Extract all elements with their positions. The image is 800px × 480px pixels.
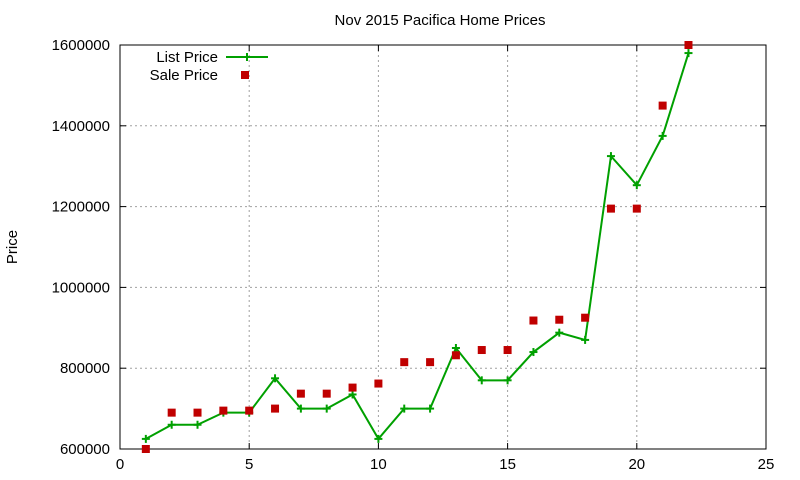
sale-price-point bbox=[141, 445, 150, 453]
sale-price-point bbox=[477, 346, 486, 355]
list-price-marker bbox=[684, 49, 693, 58]
series-list-price bbox=[141, 49, 693, 443]
list-price-marker bbox=[451, 344, 460, 352]
y-tick-label: 800000 bbox=[60, 360, 110, 377]
y-tick-label: 600000 bbox=[60, 441, 110, 458]
y-tick-label: 1600000 bbox=[52, 37, 110, 54]
list-price-marker bbox=[193, 420, 202, 429]
ticks-layer: 0 5 10 15 20 25 600000 800000 1000000 1200000 1400… bbox=[52, 37, 775, 473]
list-price-marker bbox=[632, 181, 641, 190]
sale-price-point bbox=[245, 406, 254, 415]
y-tick-label: 1400000 bbox=[52, 118, 110, 135]
x-tick-label: 25 bbox=[758, 456, 775, 473]
series-sale-price bbox=[141, 41, 693, 453]
sale-price-point bbox=[374, 379, 383, 388]
plot-frame bbox=[119, 44, 767, 450]
sale-price-point bbox=[219, 406, 228, 415]
x-tick-label: 20 bbox=[628, 456, 645, 473]
sale-price-point bbox=[296, 389, 305, 398]
sale-price-point bbox=[348, 383, 357, 392]
x-tick-label: 10 bbox=[370, 456, 387, 473]
sale-price-point bbox=[426, 358, 435, 367]
x-tick-label: 15 bbox=[499, 456, 516, 473]
sale-price-point bbox=[581, 313, 590, 322]
grid-layer bbox=[120, 45, 766, 449]
list-price-marker bbox=[243, 53, 251, 61]
list-price-marker bbox=[141, 434, 150, 443]
sale-price-point bbox=[322, 389, 331, 398]
chart-title: Nov 2015 Pacifica Home Prices bbox=[335, 12, 546, 29]
list-price-marker bbox=[503, 376, 512, 385]
sale-price-point bbox=[193, 408, 202, 417]
sale-price-point bbox=[271, 404, 280, 413]
list-price-marker bbox=[296, 404, 305, 413]
sale-price-point bbox=[684, 41, 693, 49]
sale-price-point bbox=[451, 351, 460, 360]
series-layer bbox=[141, 41, 693, 453]
list-price-marker bbox=[271, 374, 280, 383]
y-axis-label: Price bbox=[4, 230, 21, 264]
list-price-marker bbox=[348, 390, 357, 399]
x-tick-label: 5 bbox=[245, 456, 253, 473]
list-price-marker bbox=[658, 131, 667, 140]
list-price-marker bbox=[581, 335, 590, 344]
list-price-marker bbox=[477, 376, 486, 385]
sale-price-point bbox=[167, 408, 176, 417]
list-price-marker bbox=[606, 152, 615, 161]
list-price-marker bbox=[426, 404, 435, 413]
list-price-line bbox=[145, 52, 690, 441]
list-price-marker bbox=[167, 420, 176, 429]
list-price-marker bbox=[400, 404, 409, 413]
legend-label: List Price bbox=[156, 49, 218, 66]
list-price-marker bbox=[529, 348, 538, 357]
list-price-marker bbox=[322, 404, 331, 413]
y-tick-label: 1200000 bbox=[52, 199, 110, 216]
sale-price-point bbox=[658, 101, 667, 110]
list-price-marker bbox=[555, 328, 564, 337]
legend-label: Sale Price bbox=[150, 67, 218, 84]
legend-square-swatch bbox=[241, 71, 249, 79]
sale-price-point bbox=[503, 346, 512, 355]
sale-price-point bbox=[400, 358, 409, 367]
x-tick-label: 0 bbox=[116, 456, 124, 473]
sale-price-point bbox=[632, 204, 641, 213]
sale-price-point bbox=[606, 204, 615, 213]
list-price-marker bbox=[374, 434, 383, 443]
sale-price-point bbox=[555, 315, 564, 324]
sale-price-point bbox=[529, 316, 538, 325]
y-tick-label: 1000000 bbox=[52, 279, 110, 296]
